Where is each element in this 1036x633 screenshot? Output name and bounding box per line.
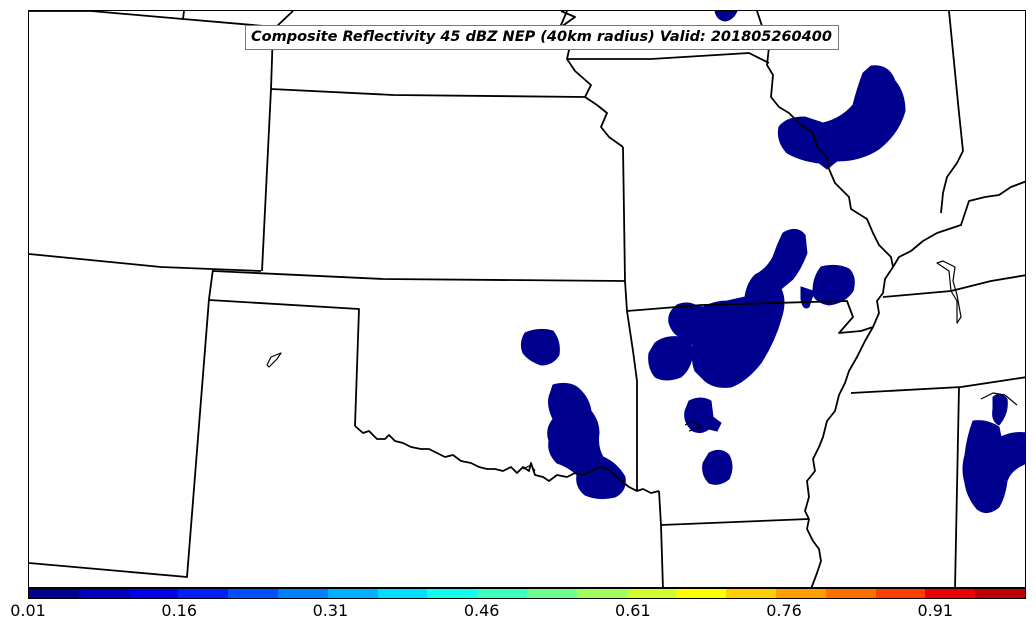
colorbar-segment <box>377 589 428 598</box>
border-co-nm <box>29 253 262 272</box>
blob-mo-east <box>800 264 855 309</box>
lake-ar <box>684 420 702 432</box>
border-ohio-river <box>892 180 1025 268</box>
border-ia-mo <box>567 52 770 64</box>
border-ky-tn <box>882 274 1025 298</box>
border-ok-panhandle <box>208 299 360 427</box>
colorbar-segment <box>178 589 229 598</box>
border-mississippi-south <box>804 266 894 587</box>
colorbar-tick-label: 0.31 <box>312 601 349 620</box>
colorbar-segment <box>775 589 826 598</box>
colorbar-segment <box>975 589 1025 598</box>
border-tn-ms <box>850 376 1025 394</box>
border-ia-north <box>560 11 576 28</box>
border-ks-ne <box>261 88 272 272</box>
map-title: Composite Reflectivity 45 dBZ NEP (40km … <box>245 25 839 50</box>
colorbar-segment <box>576 589 627 598</box>
colorbar-tick-label: 0.01 <box>10 601 46 620</box>
border-ms-al <box>954 386 960 587</box>
border-ar-la <box>660 518 810 526</box>
colorbar-segment <box>29 589 79 598</box>
border-nm-tx <box>29 298 210 578</box>
colorbar-segment <box>875 589 926 598</box>
blob-ar-west <box>648 336 694 381</box>
border-ok-ar <box>624 280 638 491</box>
colorbar-segment <box>327 589 378 598</box>
colorbar-segment <box>626 589 677 598</box>
border-il-in <box>940 11 964 214</box>
colorbar-tick-label: 0.46 <box>463 601 500 620</box>
map-panel: Composite Reflectivity 45 dBZ NEP (40km … <box>28 10 1026 588</box>
border-red-river <box>354 425 660 494</box>
lake-ok <box>266 352 282 368</box>
colorbar-segment <box>726 589 776 598</box>
blob-ok-dot <box>520 328 560 366</box>
colorbar-segment <box>825 589 876 598</box>
colorbar-tick-label: 0.91 <box>917 601 954 620</box>
border-tx-ar <box>658 490 664 587</box>
lake-ky <box>936 260 962 324</box>
colorbar <box>28 588 1026 599</box>
blob-ar-south <box>702 449 733 485</box>
border-mo-ar <box>626 300 874 334</box>
colorbar-segment <box>228 589 278 598</box>
colorbar-segment <box>128 589 179 598</box>
map-canvas <box>29 11 1025 587</box>
colorbar-segment <box>925 589 976 598</box>
border-ne-top <box>270 28 586 98</box>
blob-ar-small <box>684 397 722 434</box>
colorbar-segment <box>277 589 328 598</box>
border-ks-ok <box>212 270 626 282</box>
colorbar-segment <box>526 589 577 598</box>
blob-ms-east <box>962 393 1025 513</box>
border-mo-west <box>622 146 626 282</box>
reflectivity-areas <box>520 11 1025 513</box>
border-ks-west <box>208 268 214 300</box>
colorbar-segment <box>676 589 727 598</box>
colorbar-segment <box>477 589 527 598</box>
lake-tx <box>522 464 536 472</box>
colorbar-tick-label: 0.76 <box>766 601 802 620</box>
blob-illinois <box>777 65 906 170</box>
blob-ok-south <box>547 382 626 500</box>
border-mississippi-north <box>756 11 894 268</box>
colorbar-segment <box>427 589 478 598</box>
colorbar-tick-label: 0.61 <box>615 601 651 620</box>
lake-al <box>980 392 1018 406</box>
colorbar-tick-label: 0.16 <box>161 601 198 620</box>
colorbar-segment <box>78 589 129 598</box>
blob-n-edge <box>714 11 738 22</box>
